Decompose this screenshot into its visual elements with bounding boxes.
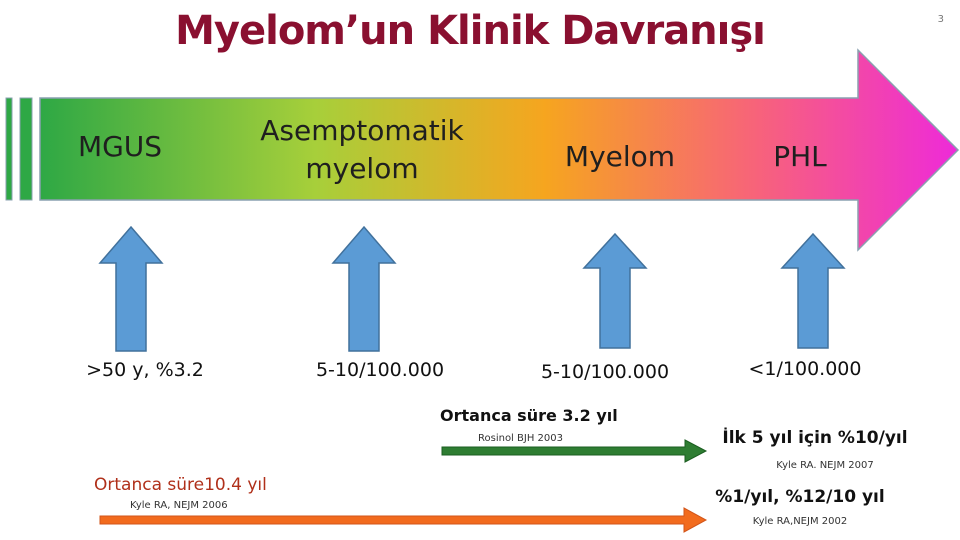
stage-myelom: Myelom: [564, 140, 676, 173]
up-arrow-3: [582, 232, 648, 349]
arrow-stripe-1: [5, 97, 13, 201]
incidence-asemptomatik: 5-10/100.000: [315, 359, 445, 381]
stage-asemptomatik-myelom: Asemptomatik myelom: [260, 114, 464, 185]
right-note-1-ref: Kyle RA. NEJM 2007: [776, 460, 874, 471]
green-note-title: Ortanca süre 3.2 yıl: [440, 406, 618, 425]
right-note-2-title: %1/yıl, %12/10 yıl: [715, 487, 885, 507]
right-note-2-ref: Kyle RA,NEJM 2002: [752, 516, 848, 527]
incidence-myelom: 5-10/100.000: [540, 361, 670, 383]
slide-number: 3: [937, 14, 944, 25]
stage-mgus: MGUS: [77, 130, 163, 163]
incidence-mgus: >50 y, %3.2: [86, 359, 204, 381]
arrow-body: [39, 48, 960, 252]
right-note-1-title: İlk 5 yıl için %10/yıl: [722, 428, 908, 448]
incidence-phl: <1/100.000: [748, 358, 862, 380]
orange-note-title: Ortanca süre10.4 yıl: [94, 475, 267, 495]
progression-arrow: [5, 48, 960, 252]
up-arrow-2: [331, 225, 397, 352]
stage-phl: PHL: [773, 140, 827, 173]
arrow-stripe-2: [19, 97, 33, 201]
page-title: Myelom’un Klinik Davranışı: [175, 8, 766, 54]
up-arrow-4: [780, 232, 846, 349]
orange-note-ref: Kyle RA, NEJM 2006: [130, 500, 228, 511]
green-note-ref: Rosinol BJH 2003: [478, 433, 563, 444]
up-arrow-1: [98, 225, 164, 352]
orange-duration-arrow: [99, 507, 708, 533]
green-duration-arrow: [441, 439, 708, 463]
